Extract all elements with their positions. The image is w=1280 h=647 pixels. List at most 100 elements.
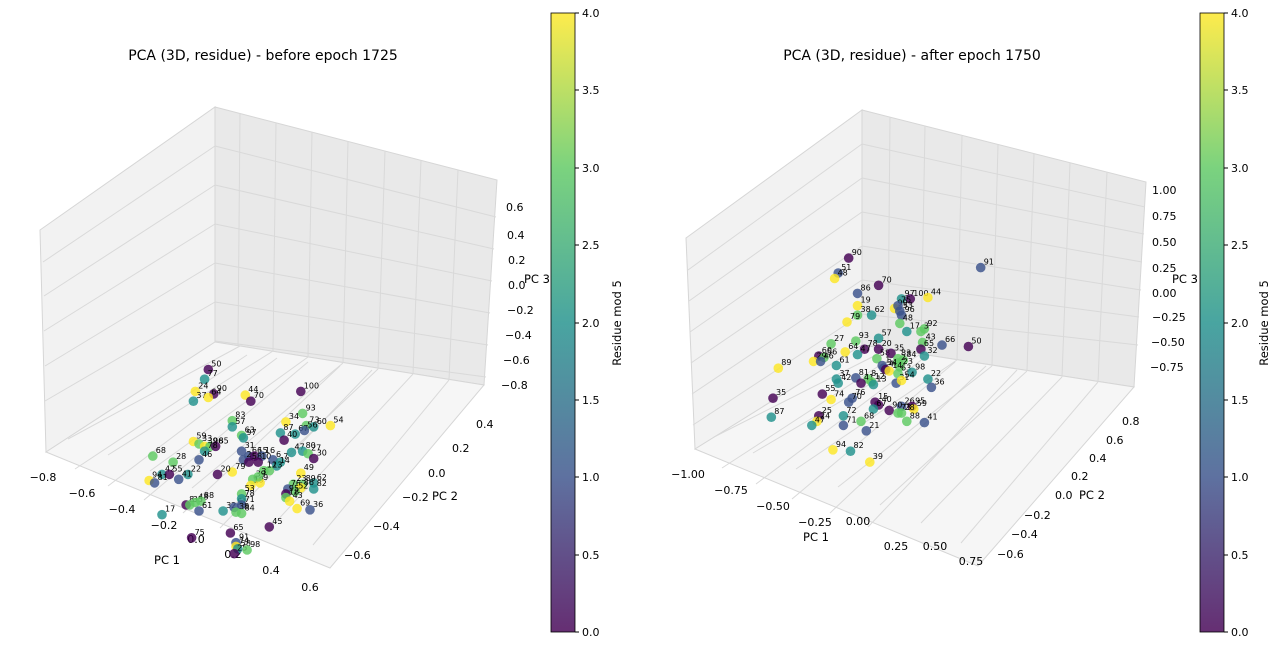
data-point-36 — [926, 382, 937, 393]
data-point-3 — [253, 472, 263, 482]
point-label-78: 78 — [208, 441, 218, 450]
cbar-tick-3: 1.5 — [1231, 394, 1249, 407]
point-label-88: 88 — [910, 411, 920, 420]
cbar-tick-6: 3.0 — [1231, 162, 1249, 175]
y-axis-after: −0.6 −0.4 −0.2 0.0 0.2 0.4 0.6 0.8 PC 2 — [997, 415, 1140, 561]
point-label-53: 53 — [903, 301, 913, 310]
point-label-44: 44 — [248, 385, 258, 394]
grid-lines-before — [42, 112, 497, 546]
y-axis-before: −0.6 −0.4 −0.2 0.0 0.2 0.4 PC 2 — [344, 418, 494, 562]
cbar-tick-5: 2.5 — [1231, 239, 1249, 252]
point-label-88: 88 — [204, 491, 214, 500]
data-point-60 — [308, 422, 319, 432]
point-label-44: 44 — [931, 288, 941, 297]
point-label-17: 17 — [910, 322, 920, 331]
data-point-42 — [157, 469, 167, 480]
point-label-63: 63 — [901, 364, 911, 373]
point-label-61: 61 — [202, 501, 212, 510]
data-point-79 — [842, 317, 852, 327]
data-point-93 — [851, 336, 861, 346]
y-tick-1: −0.4 — [373, 520, 400, 533]
y-tick-3: 0.0 — [1055, 489, 1073, 502]
point-label-33: 33 — [202, 434, 212, 443]
x-tick-1: −0.75 — [714, 484, 748, 497]
point-label-2: 2 — [901, 353, 906, 362]
point-label-25: 25 — [237, 544, 247, 553]
point-label-80: 80 — [306, 441, 316, 450]
data-point-3 — [916, 326, 926, 337]
data-point-31 — [236, 446, 247, 457]
data-point-14 — [884, 366, 894, 376]
data-point-19 — [246, 480, 256, 491]
point-label-74: 74 — [834, 390, 844, 399]
y-tick-1: −0.4 — [1011, 528, 1038, 541]
data-point-35 — [886, 348, 896, 359]
point-label-60: 60 — [317, 417, 327, 426]
cbar-tick-1: 0.5 — [582, 549, 600, 562]
point-label-55: 55 — [825, 384, 835, 393]
point-label-7: 7 — [283, 452, 288, 461]
data-point-59 — [909, 404, 919, 414]
point-label-28: 28 — [905, 403, 915, 412]
point-label-8: 8 — [871, 369, 876, 378]
x-tick-7: 0.6 — [301, 581, 319, 594]
z-tick-6: 0.4 — [507, 229, 525, 242]
x-axis-label-after: PC 1 — [803, 530, 829, 544]
data-point-70 — [843, 397, 854, 408]
point-label-13: 13 — [876, 375, 886, 384]
y-tick-6: 0.6 — [1106, 434, 1124, 447]
point-label-79: 79 — [235, 462, 245, 471]
cbar-tick-4: 2.0 — [582, 317, 600, 330]
point-label-28: 28 — [176, 452, 186, 461]
data-point-69 — [292, 503, 302, 514]
data-point-17 — [157, 509, 167, 520]
point-label-57: 57 — [882, 328, 892, 337]
colorbar-label-after: Residue mod 5 — [1257, 280, 1271, 366]
cbar-tick-6: 3.0 — [582, 162, 600, 175]
data-point-17 — [902, 326, 912, 337]
point-label-17: 17 — [165, 505, 175, 514]
data-point-68 — [856, 416, 866, 427]
y-tick-2: −0.2 — [1024, 509, 1051, 522]
cbar-tick-1: 0.5 — [1231, 549, 1249, 562]
point-label-36: 36 — [313, 500, 323, 509]
point-label-69: 69 — [300, 499, 310, 508]
point-label-12: 12 — [267, 461, 277, 470]
data-point-100 — [905, 294, 916, 304]
z-tick-5: 0.50 — [1152, 236, 1177, 249]
data-point-32 — [218, 506, 228, 516]
data-point-68 — [148, 451, 158, 461]
x-tick-4: 0.00 — [846, 515, 871, 528]
cbar-tick-2: 1.0 — [582, 471, 600, 484]
point-label-97: 97 — [905, 289, 915, 298]
panel-after: PCA (3D, residue) - after epoch 1750 — [671, 7, 1271, 639]
point-label-43: 43 — [293, 491, 303, 500]
z-tick-3: −0.2 — [507, 304, 534, 317]
y-tick-0: −0.6 — [344, 549, 371, 562]
data-point-32 — [919, 351, 930, 361]
data-point-57 — [227, 422, 238, 432]
x-tick-6: 0.50 — [923, 540, 948, 553]
cbar-tick-0: 0.0 — [582, 626, 600, 639]
point-label-65: 65 — [924, 339, 934, 348]
point-label-65: 65 — [233, 523, 243, 532]
point-label-57: 57 — [235, 417, 245, 426]
point-label-87: 87 — [283, 423, 293, 432]
point-label-72: 72 — [846, 406, 856, 415]
point-label-70: 70 — [852, 392, 862, 401]
point-label-37: 37 — [196, 391, 206, 400]
point-label-97: 97 — [246, 428, 256, 437]
point-label-41: 41 — [864, 373, 874, 382]
point-label-23: 23 — [296, 474, 306, 483]
point-label-54: 54 — [333, 416, 343, 425]
point-label-39: 39 — [208, 436, 218, 445]
point-label-79: 79 — [850, 312, 860, 321]
point-label-3: 3 — [261, 467, 266, 476]
x-tick-3: −0.2 — [151, 519, 178, 532]
data-point-64 — [840, 347, 850, 357]
point-label-26: 26 — [905, 396, 915, 405]
point-label-12: 12 — [875, 372, 885, 381]
point-label-50: 50 — [971, 337, 981, 346]
point-label-86: 86 — [861, 283, 871, 292]
